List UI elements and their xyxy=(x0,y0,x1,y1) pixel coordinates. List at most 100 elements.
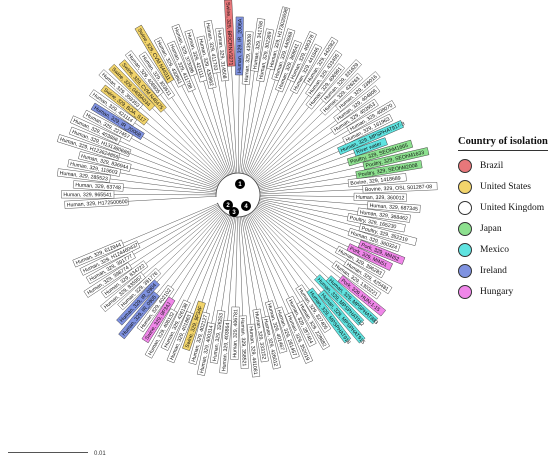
leaf-branch xyxy=(256,206,346,263)
leaf-branch xyxy=(240,71,255,174)
leaf-branch xyxy=(170,212,226,288)
leaf-label-box xyxy=(358,239,406,265)
leaf-branch xyxy=(134,122,221,183)
leaf-label-box xyxy=(362,182,438,194)
leaf-label-box xyxy=(347,173,407,188)
leaf-label-box xyxy=(346,139,414,167)
leaf-label-box xyxy=(306,287,352,344)
internal-node-label: 2 xyxy=(226,203,230,209)
leaf-branch xyxy=(109,178,217,193)
leaf-label-box xyxy=(167,40,196,93)
leaf-label-box xyxy=(285,295,317,347)
leaf-branch xyxy=(239,216,252,325)
leaf-label-box xyxy=(274,306,300,360)
leaf-branch xyxy=(258,202,360,244)
leaf-label: Human, 329, 314508 xyxy=(215,27,230,82)
leaf-branch xyxy=(190,215,230,313)
leaf-label-box xyxy=(100,271,146,312)
leaf-branch xyxy=(130,167,217,190)
leaf-label-box xyxy=(100,84,149,126)
leaf-branch xyxy=(257,140,345,186)
leaf-label-box xyxy=(108,63,156,112)
leaf-label-box xyxy=(171,23,198,77)
leaf-label-box xyxy=(153,36,186,88)
leaf-branch xyxy=(245,215,279,309)
leaf-label-box xyxy=(261,315,281,370)
leaf-branch xyxy=(205,216,233,313)
leaf-label-box xyxy=(235,16,244,76)
leaf-branch xyxy=(122,203,218,244)
leaf-label-box xyxy=(188,311,210,365)
leaf-branch xyxy=(131,137,219,185)
leaf-label-box xyxy=(215,27,230,82)
leaf-branch xyxy=(247,214,290,298)
leaf-branch xyxy=(244,79,276,175)
legend-items: Brazil United States United Kingdom Japan Me… xyxy=(458,155,548,302)
leaf-label-box xyxy=(118,59,167,113)
leaf-label-box xyxy=(333,85,381,124)
leaf-label-box xyxy=(160,299,191,351)
leaf-branch xyxy=(128,196,217,202)
leaf-label-text: Human, 329, 441081 xyxy=(247,326,258,375)
leaf-label-box xyxy=(305,50,343,98)
leaf-label-box xyxy=(342,113,394,145)
leaf-label-box xyxy=(303,36,339,86)
leaf-branch xyxy=(129,206,220,266)
legend-swatch xyxy=(458,242,472,257)
leaf-label-text: Human, 329, 435808 xyxy=(244,34,253,83)
leaf-label-text: Human, 329, 358521 xyxy=(239,318,247,367)
internal-node xyxy=(229,207,239,217)
leaf-label-box xyxy=(320,59,362,104)
leaf-branch xyxy=(235,216,238,307)
legend-label: United States xyxy=(480,181,531,192)
leaf-label: Bovine, 329, 1418689 xyxy=(347,173,407,188)
leaf-label-box xyxy=(67,159,121,177)
leaf-branch xyxy=(248,213,301,303)
leaf-label-box xyxy=(184,29,208,83)
leaf-label: Bovine, 329, OSL S01287-08 xyxy=(362,182,438,194)
leaf-label-text: Human, 329, 403864 xyxy=(221,322,231,371)
leaf-label-box xyxy=(196,35,217,90)
leaf-label-box xyxy=(353,192,407,202)
leaf-branch xyxy=(146,122,221,182)
leaf-branch xyxy=(224,80,236,174)
leaf-branch xyxy=(255,120,336,182)
leaf-label-box xyxy=(68,126,132,158)
leaf-branch xyxy=(249,213,299,287)
legend-swatch xyxy=(458,179,472,194)
leaf-label-box xyxy=(90,102,145,140)
leaf-label-box xyxy=(203,20,221,74)
leaf-label: Human, 329, 965541 xyxy=(61,190,115,199)
leaf-branch xyxy=(259,197,358,212)
legend-item: United Kingdom xyxy=(458,197,548,218)
tree-internal-nodes: 1 23 4 xyxy=(223,179,251,217)
leaf-label-box xyxy=(141,296,176,344)
leaf-branch xyxy=(193,74,231,175)
scale-bar-label: 0.01 xyxy=(94,451,106,457)
leaf-label-box xyxy=(136,284,175,333)
leaf-label-box xyxy=(138,51,176,100)
leaf-label-text: Human, 329, 360012 xyxy=(356,195,405,202)
leaf-branch xyxy=(241,81,261,174)
leaf-label-box xyxy=(85,250,136,285)
leaf-label-box xyxy=(61,190,115,199)
leaf-branch xyxy=(156,210,224,283)
leaf-branch xyxy=(143,208,222,276)
legend-label: Mexico xyxy=(480,244,510,255)
leaf-label-box xyxy=(330,98,379,135)
leaf-branch xyxy=(259,165,364,191)
leaf-branch xyxy=(253,112,323,180)
leaf-branch xyxy=(140,107,222,181)
leaf-label-box xyxy=(56,134,121,162)
leaf-branch xyxy=(243,69,271,174)
leaf-label-box xyxy=(116,279,160,326)
internal-node-label: 4 xyxy=(244,204,248,210)
leaf-label-box xyxy=(353,137,388,157)
leaf-label-box xyxy=(287,31,317,83)
leaf-label-text: Human, 329, 406781 xyxy=(232,309,239,358)
leaf-label-box xyxy=(250,18,266,72)
leaf-branch xyxy=(181,85,229,176)
internal-node xyxy=(223,200,233,210)
leaf-branch xyxy=(203,81,232,175)
